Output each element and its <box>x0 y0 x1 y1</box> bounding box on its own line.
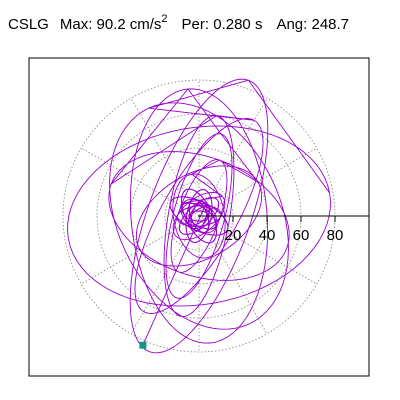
max-value: 90.2 <box>96 16 126 33</box>
max-unit: cm/s2 <box>129 13 168 37</box>
orbit-core-loop-9 <box>180 188 218 244</box>
grid-spoke-240 <box>130 215 200 334</box>
max-unit-base: cm/s <box>129 16 162 33</box>
header-bar: CSLG Max: 90.2 cm/s2 Per: 0.280 s Ang: 248.7 <box>8 13 350 37</box>
grid-spoke-150 <box>81 147 200 217</box>
angle-value: 248.7 <box>311 16 350 33</box>
radial-tick-label-20: 20 <box>225 227 242 244</box>
grid-spoke-330 <box>198 215 317 285</box>
grid-spoke-60 <box>198 98 268 217</box>
max-unit-exponent: 2 <box>161 13 168 25</box>
radial-tick-label-80: 80 <box>327 227 344 244</box>
orbit-core-loop-7 <box>178 197 220 235</box>
orbit-trace <box>67 78 331 354</box>
radial-tick-label-40: 40 <box>259 227 276 244</box>
period-label: Per: <box>181 16 210 33</box>
orbit-core-loop-10 <box>169 196 229 236</box>
grid-spoke-120 <box>130 98 200 217</box>
angle-label: Ang: <box>276 16 308 33</box>
orbit-core-loop-8 <box>185 188 213 244</box>
max-label: Max: <box>59 16 93 33</box>
radial-ticks: 20 40 60 80 <box>225 216 344 244</box>
orbit-trace-path <box>67 78 331 354</box>
radial-tick-label-60: 60 <box>293 227 310 244</box>
station-code: CSLG <box>8 16 49 33</box>
grid-spoke-300 <box>198 215 268 334</box>
plot-frame <box>28 57 370 377</box>
period-value: 0.280 s <box>213 16 263 33</box>
end-point-marker <box>139 341 147 349</box>
